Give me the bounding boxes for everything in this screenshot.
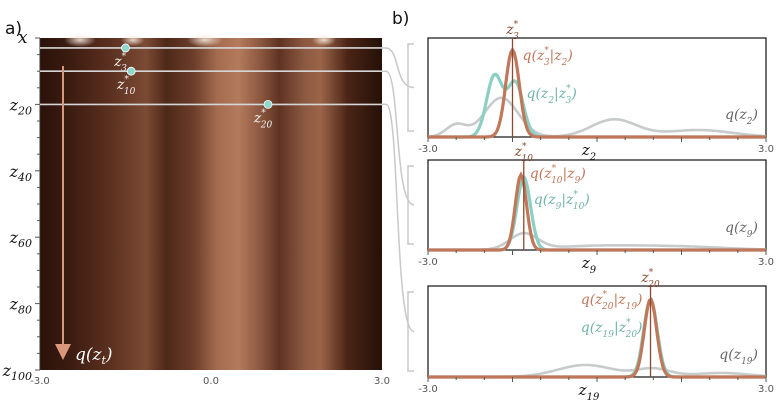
conditional-label: q(z9|z* 10) [534, 190, 590, 212]
subpanel-x-tick-label: 3.0 [758, 257, 774, 268]
panel-a-x-label: x [18, 28, 28, 48]
sample-point [121, 43, 130, 53]
subpanel-axis-label: z9 [581, 254, 597, 276]
sample-label: z* 10 [116, 75, 136, 97]
heatmap-glow-1 [64, 33, 96, 47]
sample-marker-label: z* 20 [640, 268, 660, 290]
time-arrow-label: q(zt) [75, 345, 113, 367]
posterior-label: q(z* 10|z9) [530, 164, 586, 186]
posterior-label: q(z* 3|z2) [523, 46, 573, 68]
marginal-label: q(z19) [719, 347, 758, 367]
marginal-label: q(z9) [725, 220, 758, 240]
sample-label: z* 3 [113, 52, 127, 74]
subpanel-axis-label: z2 [581, 141, 596, 163]
heatmap-glow-4 [312, 34, 336, 46]
sample-point [263, 100, 273, 109]
subpanel-x-tick-label: -3.0 [418, 384, 438, 395]
connector-bracket [407, 43, 414, 132]
sample-label: z* 20 [253, 108, 273, 130]
panel-a-y-label: z40 [9, 162, 32, 184]
posterior-label: q(z* 20|z19) [581, 290, 643, 312]
connector-line [382, 103, 415, 333]
panel-a-x-tick-label: 3.0 [374, 376, 390, 387]
connector-line [382, 70, 415, 206]
subpanel-x-tick-label: 3.0 [758, 384, 774, 395]
panel-a-y-label: z80 [9, 295, 32, 317]
panel-a-y-label: z20 [9, 95, 32, 117]
panel-a-label: a) [5, 19, 22, 39]
sample-marker-label: z* 10 [514, 142, 534, 164]
connector-bracket [407, 291, 414, 372]
panel-a-y-label: z100 [2, 361, 32, 383]
heatmap-background [40, 38, 382, 370]
connector-bracket [407, 165, 414, 245]
sample-marker-label: z* 3 [505, 20, 519, 42]
panel-b: z* 3 -3.0 3.0 z2 q(z* 3|z2) q(z2|z* 3) q(z2) z* 10 -… [418, 20, 774, 400]
subpanel-x-tick-label: -3.0 [418, 144, 438, 155]
heatmap-glow-3 [187, 33, 223, 47]
marginal-label: q(z2) [725, 107, 758, 127]
conditional-label: q(z19|z* 20) [581, 318, 643, 340]
connectors [382, 43, 415, 372]
panel-b-label: b) [392, 9, 409, 29]
subpanel-x-tick-label: 3.0 [758, 144, 774, 155]
panel-a-samples: z* 3z* 10 z* 20 [40, 43, 382, 130]
panel-a-x-tick-label: -3.0 [30, 376, 50, 387]
subpanel-frame [427, 37, 767, 138]
heatmap-glow-2 [121, 34, 145, 46]
conditional-label: q(z2|z* 3) [527, 84, 577, 106]
panel-a-y-label: z60 [9, 228, 32, 250]
sample-point [126, 66, 136, 76]
connector-line [382, 47, 415, 89]
subpanel-frame [427, 159, 767, 251]
panel-a-axes: x z20 z40 z60 z80 z100-3.0 0.0 3.0 [2, 28, 390, 387]
panel-a-x-tick-label: 0.0 [203, 376, 219, 387]
heatmap [40, 33, 382, 370]
subpanel-2: z* 10 -3.0 3.0 z9 q(z* 10|z9) q(z9|z* 10) q(z9) [418, 142, 774, 276]
subpanel-frame [427, 285, 767, 378]
subpanel-1: z* 3 -3.0 3.0 z2 q(z* 3|z2) q(z2|z* 3) q(z2) [418, 20, 774, 163]
subpanel-x-tick-label: -3.0 [418, 257, 438, 268]
subpanel-3: z* 20 -3.0 3.0 z19 q(z* 20|z19) q(z19|z* 20) q(z1… [418, 268, 774, 400]
subpanel-axis-label: z19 [578, 381, 600, 400]
